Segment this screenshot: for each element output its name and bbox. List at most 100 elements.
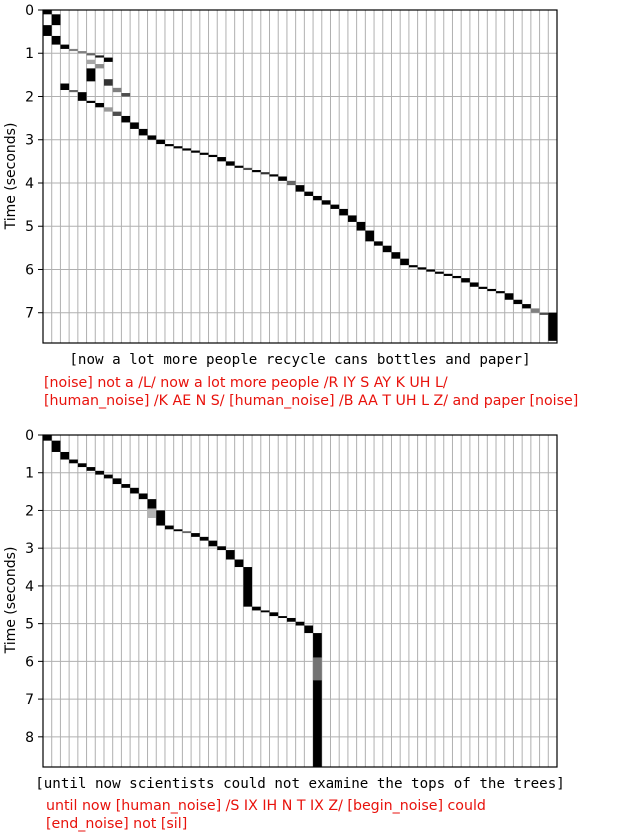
alignment-cell <box>121 93 131 97</box>
alignment-cell <box>173 146 183 149</box>
plot-area-1 <box>43 10 557 343</box>
alignment-cell <box>43 435 52 441</box>
alignment-cell <box>77 92 87 101</box>
alignment-cell <box>347 215 357 222</box>
alignment-cells-2 <box>43 435 322 767</box>
y-axis-title-2: Time (seconds) <box>3 547 19 655</box>
alignment-cell <box>130 122 139 129</box>
y-tick-label: 7 <box>25 692 34 708</box>
alignment-cell <box>400 258 409 266</box>
alignment-cell <box>51 14 61 26</box>
y-tick-label: 5 <box>25 617 34 633</box>
alignment-cell <box>86 467 96 471</box>
alignment-cell <box>382 245 392 253</box>
y-ticks-1: 0 1 2 3 4 5 6 7 <box>25 3 43 322</box>
alignment-cell <box>513 299 523 305</box>
y-tick-label: 3 <box>25 133 34 149</box>
alignment-cell <box>417 267 427 270</box>
alignment-cell <box>487 288 497 292</box>
alignment-cell <box>321 200 331 205</box>
alignment-cell <box>252 170 261 173</box>
alignment-cell <box>60 44 70 49</box>
alignment-cell <box>95 102 104 108</box>
alignment-cell <box>408 265 418 268</box>
alignment-cell <box>461 278 470 283</box>
alignment-cell <box>539 312 549 315</box>
alignment-cell <box>156 510 165 526</box>
alignment-cell <box>286 617 296 622</box>
alignment-cell <box>51 35 61 45</box>
alignment-cell <box>217 157 226 162</box>
alignment-cell <box>234 165 244 168</box>
alignment-cell <box>112 478 122 485</box>
alignment-cell <box>112 111 122 116</box>
y-tick-label: 0 <box>25 428 34 444</box>
alignment-cell <box>313 195 322 201</box>
y-tick-label: 4 <box>25 579 34 595</box>
y-tick-label: 6 <box>25 262 34 278</box>
alignment-cell <box>51 440 61 452</box>
alignment-cell <box>478 286 488 289</box>
transcript-line-1-1: [noise] not a /L/ now a lot more people … <box>44 375 448 391</box>
alignment-cell <box>339 208 348 216</box>
plot-frame-2 <box>42 434 558 768</box>
alignment-cell <box>103 474 113 479</box>
alignment-cell <box>103 107 113 112</box>
alignment-panel-2: 0 1 2 3 4 5 6 7 8 Time (seconds) [until now scie… <box>3 428 565 832</box>
alignment-cell <box>86 100 96 103</box>
alignment-cell <box>69 90 78 93</box>
alignment-cell <box>225 550 235 560</box>
alignment-cell <box>103 57 113 62</box>
alignment-cell <box>304 191 314 196</box>
alignment-cell <box>77 51 87 54</box>
alignment-cell <box>269 174 279 177</box>
y-tick-label: 7 <box>25 306 34 322</box>
alignment-cell <box>295 185 305 192</box>
alignment-cell <box>260 610 270 613</box>
y-tick-label: 2 <box>25 89 34 105</box>
alignment-cell <box>496 291 505 294</box>
reference-text-1: [now a lot more people recycle cans bott… <box>69 352 530 368</box>
alignment-cell <box>95 470 104 475</box>
alignment-cell <box>164 144 174 147</box>
alignment-cell <box>182 148 192 151</box>
alignment-cell <box>548 312 557 341</box>
y-tick-label: 5 <box>25 219 34 235</box>
alignment-cell <box>243 167 253 171</box>
alignment-cell <box>225 161 235 166</box>
alignment-cell <box>86 59 96 65</box>
alignment-cell <box>173 529 183 532</box>
y-tick-label: 3 <box>25 541 34 557</box>
plot-area-2 <box>43 435 557 767</box>
alignment-cell <box>356 221 366 231</box>
alignment-cell <box>365 230 375 242</box>
alignment-cell <box>147 135 157 140</box>
y-tick-label: 1 <box>25 46 34 62</box>
alignment-cell <box>530 308 540 313</box>
plot-frame-1 <box>42 9 558 344</box>
alignment-cell <box>217 546 226 551</box>
alignment-cell <box>121 484 131 488</box>
alignment-cell <box>522 304 531 309</box>
alignment-cell <box>77 463 87 468</box>
alignment-cell <box>435 271 444 274</box>
alignment-cell <box>191 150 200 153</box>
alignment-cell <box>313 657 322 681</box>
alignment-cell <box>208 540 218 547</box>
alignment-cell <box>147 499 157 509</box>
alignment-cell <box>199 536 209 541</box>
alignment-cell <box>138 493 148 500</box>
alignment-cell <box>182 531 192 534</box>
alignment-cell <box>504 293 514 300</box>
alignment-cell <box>295 621 305 626</box>
y-axis-title-1: Time (seconds) <box>3 123 19 231</box>
alignment-cell <box>452 275 462 279</box>
alignment-cell <box>199 152 209 155</box>
reference-text-2: [until now scientists could not examine … <box>35 776 565 792</box>
y-tick-label: 0 <box>25 3 34 19</box>
alignment-cell <box>138 128 148 136</box>
y-ticks-2: 0 1 2 3 4 5 6 7 8 <box>25 428 43 746</box>
alignment-cell <box>191 533 200 537</box>
alignment-cell <box>112 87 122 93</box>
